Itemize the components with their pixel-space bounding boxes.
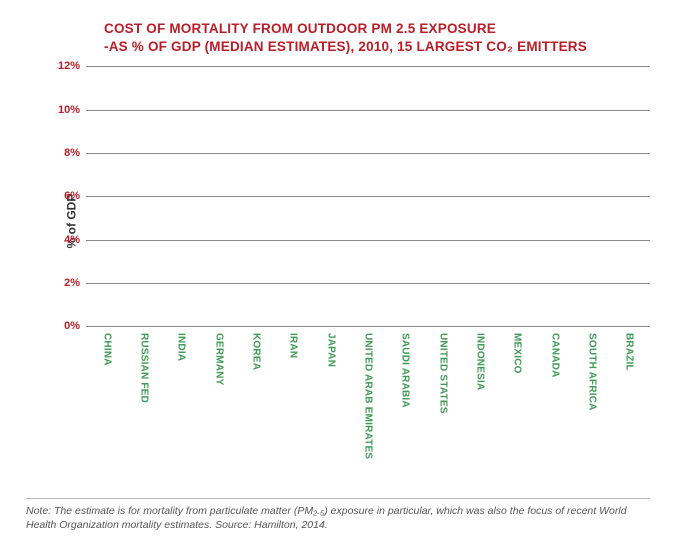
gridline [86,153,650,154]
chart-title-line-2: -AS % OF GDP (MEDIAN ESTIMATES), 2010, 1… [104,39,587,54]
x-tick-label: UNITED STATES [437,333,448,414]
y-tick-label: 6% [50,190,80,202]
y-tick-label: 8% [50,147,80,159]
x-tick-label: CHINA [101,333,112,366]
gridline [86,240,650,241]
plot-area: % of GDP 0%2%4%6%8%10%12% CHINARUSSIAN F… [86,66,650,376]
x-tick-label: JAPAN [325,333,336,367]
x-tick-label: SOUTH AFRICA [586,333,597,411]
x-tick-label: GERMANY [213,333,224,386]
y-tick-label: 2% [50,277,80,289]
x-tick-label: IRAN [288,333,299,358]
grid-area: 0%2%4%6%8%10%12% [86,66,650,327]
gridline [86,283,650,284]
y-tick-label: 4% [50,234,80,246]
x-tick-label: RUSSIAN FED [138,333,149,403]
chart-title: COST OF MORTALITY FROM OUTDOOR PM 2.5 EX… [104,20,624,56]
x-tick-label: INDIA [176,333,187,361]
x-tick-label: SAUDI ARABIA [400,333,411,408]
x-tick-label: CANADA [549,333,560,378]
footnote: Note: The estimate is for mortality from… [26,505,650,532]
chart-title-line-1: COST OF MORTALITY FROM OUTDOOR PM 2.5 EX… [104,21,496,36]
chart-container: COST OF MORTALITY FROM OUTDOOR PM 2.5 EX… [0,0,676,549]
y-tick-label: 0% [50,320,80,332]
x-tick-label: UNITED ARAB EMIRATES [362,333,373,459]
footnote-rule [26,498,650,499]
x-tick-label: BRAZIL [624,333,635,371]
x-tick-label: MEXICO [512,333,523,374]
y-tick-label: 12% [50,60,80,72]
gridline [86,110,650,111]
x-tick-label: KOREA [250,333,261,370]
x-tick-label: INDONESIA [474,333,485,390]
gridline [86,196,650,197]
y-tick-label: 10% [50,104,80,116]
gridline [86,66,650,67]
